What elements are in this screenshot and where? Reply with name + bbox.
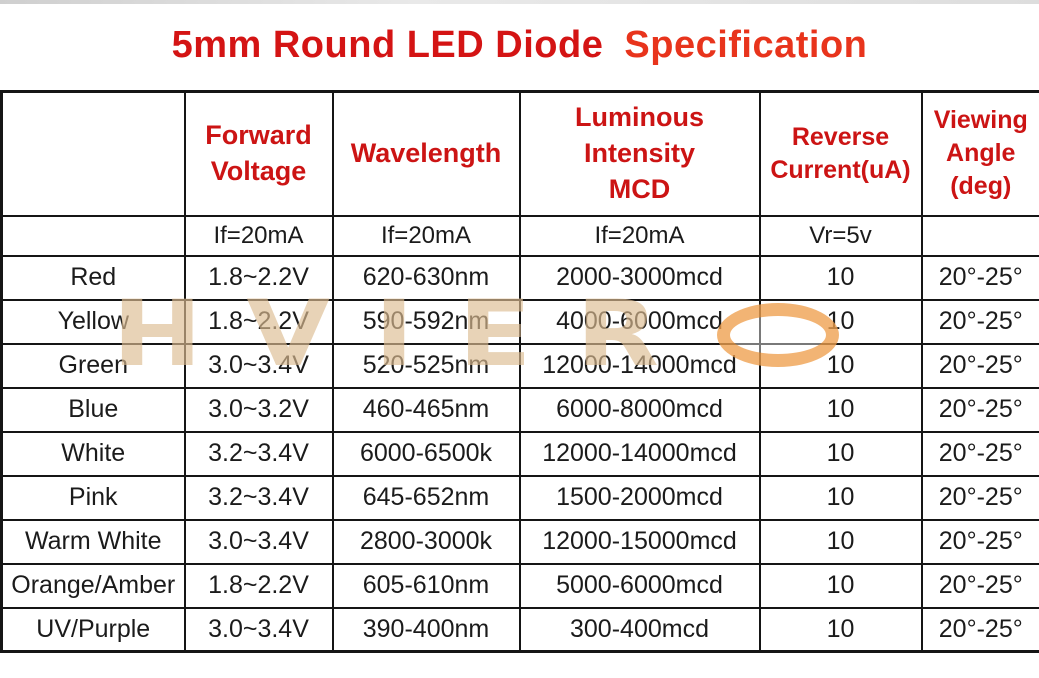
cell-color: Yellow [0,298,186,345]
cell-luminous-intensity: 4000-6000mcd [518,298,761,345]
cell-wavelength: 620-630nm [331,254,521,301]
cell-reverse-current: 10 [758,474,923,521]
cell-forward-voltage: 3.0~3.4V [183,342,334,389]
table-row: UV/Purple 3.0~3.4V 390-400nm 300-400mcd … [0,606,1039,653]
cell-reverse-current: 10 [758,606,923,653]
cell-viewing-angle: 20°-25° [920,474,1039,521]
cell-reverse-current: 10 [758,298,923,345]
cell-forward-voltage: 3.2~3.4V [183,430,334,477]
cell-forward-voltage: 1.8~2.2V [183,298,334,345]
condition-wavelength: If=20mA [331,214,521,257]
table-row: Yellow 1.8~2.2V 590-592nm 4000-6000mcd 1… [0,298,1039,345]
cell-wavelength: 6000-6500k [331,430,521,477]
cell-reverse-current: 10 [758,254,923,301]
cell-reverse-current: 10 [758,518,923,565]
cell-wavelength: 390-400nm [331,606,521,653]
cell-luminous-intensity: 1500-2000mcd [518,474,761,521]
cell-viewing-angle: 20°-25° [920,562,1039,609]
cell-color: White [0,430,186,477]
cell-color: UV/Purple [0,606,186,653]
page-title-sub: Specification [624,24,868,66]
table-row: Red 1.8~2.2V 620-630nm 2000-3000mcd 10 2… [0,254,1039,301]
cell-viewing-angle: 20°-25° [920,606,1039,653]
table-row: Orange/Amber 1.8~2.2V 605-610nm 5000-600… [0,562,1039,609]
cell-reverse-current: 10 [758,562,923,609]
cell-luminous-intensity: 12000-14000mcd [518,342,761,389]
cell-wavelength: 590-592nm [331,298,521,345]
cell-luminous-intensity: 2000-3000mcd [518,254,761,301]
column-header-viewing-angle: Viewing Angle (deg) [920,90,1039,217]
header-row: Forward Voltage Wavelength Luminous Inte… [0,90,1039,217]
cell-forward-voltage: 3.0~3.4V [183,518,334,565]
table-row: Warm White 3.0~3.4V 2800-3000k 12000-150… [0,518,1039,565]
cell-color: Blue [0,386,186,433]
cell-wavelength: 2800-3000k [331,518,521,565]
condition-viewing-angle [920,214,1039,257]
cell-luminous-intensity: 300-400mcd [518,606,761,653]
cell-luminous-intensity: 6000-8000mcd [518,386,761,433]
condition-reverse-current: Vr=5v [758,214,923,257]
cell-viewing-angle: 20°-25° [920,298,1039,345]
spec-table: Forward Voltage Wavelength Luminous Inte… [0,90,1039,653]
cell-forward-voltage: 3.0~3.2V [183,386,334,433]
cell-luminous-intensity: 5000-6000mcd [518,562,761,609]
table-row: Blue 3.0~3.2V 460-465nm 6000-8000mcd 10 … [0,386,1039,433]
cell-viewing-angle: 20°-25° [920,430,1039,477]
cell-viewing-angle: 20°-25° [920,254,1039,301]
cell-forward-voltage: 3.0~3.4V [183,606,334,653]
column-header-reverse-current: Reverse Current(uA) [758,90,923,217]
condition-blank [0,214,186,257]
cell-color: Orange/Amber [0,562,186,609]
table-row: Green 3.0~3.4V 520-525nm 12000-14000mcd … [0,342,1039,389]
cell-color: Red [0,254,186,301]
cell-color: Green [0,342,186,389]
table-row: White 3.2~3.4V 6000-6500k 12000-14000mcd… [0,430,1039,477]
cell-viewing-angle: 20°-25° [920,518,1039,565]
column-header-forward-voltage: Forward Voltage [183,90,334,217]
condition-luminous-intensity: If=20mA [518,214,761,257]
cell-reverse-current: 10 [758,342,923,389]
column-header-blank [0,90,186,217]
column-header-luminous-intensity: Luminous Intensity MCD [518,90,761,217]
cell-color: Pink [0,474,186,521]
table-row: Pink 3.2~3.4V 645-652nm 1500-2000mcd 10 … [0,474,1039,521]
cell-luminous-intensity: 12000-14000mcd [518,430,761,477]
cell-forward-voltage: 1.8~2.2V [183,562,334,609]
cell-wavelength: 605-610nm [331,562,521,609]
scan-artifact-edge [0,0,1039,4]
cell-wavelength: 645-652nm [331,474,521,521]
condition-row: If=20mA If=20mA If=20mA Vr=5v [0,214,1039,257]
page-title-main: 5mm Round LED Diode [171,24,604,66]
cell-wavelength: 460-465nm [331,386,521,433]
cell-reverse-current: 10 [758,430,923,477]
cell-reverse-current: 10 [758,386,923,433]
cell-viewing-angle: 20°-25° [920,386,1039,433]
page-title: 5mm Round LED Diode Specification [0,24,1039,67]
cell-luminous-intensity: 12000-15000mcd [518,518,761,565]
cell-forward-voltage: 1.8~2.2V [183,254,334,301]
cell-wavelength: 520-525nm [331,342,521,389]
cell-forward-voltage: 3.2~3.4V [183,474,334,521]
condition-forward-voltage: If=20mA [183,214,334,257]
column-header-wavelength: Wavelength [331,90,521,217]
cell-viewing-angle: 20°-25° [920,342,1039,389]
cell-color: Warm White [0,518,186,565]
